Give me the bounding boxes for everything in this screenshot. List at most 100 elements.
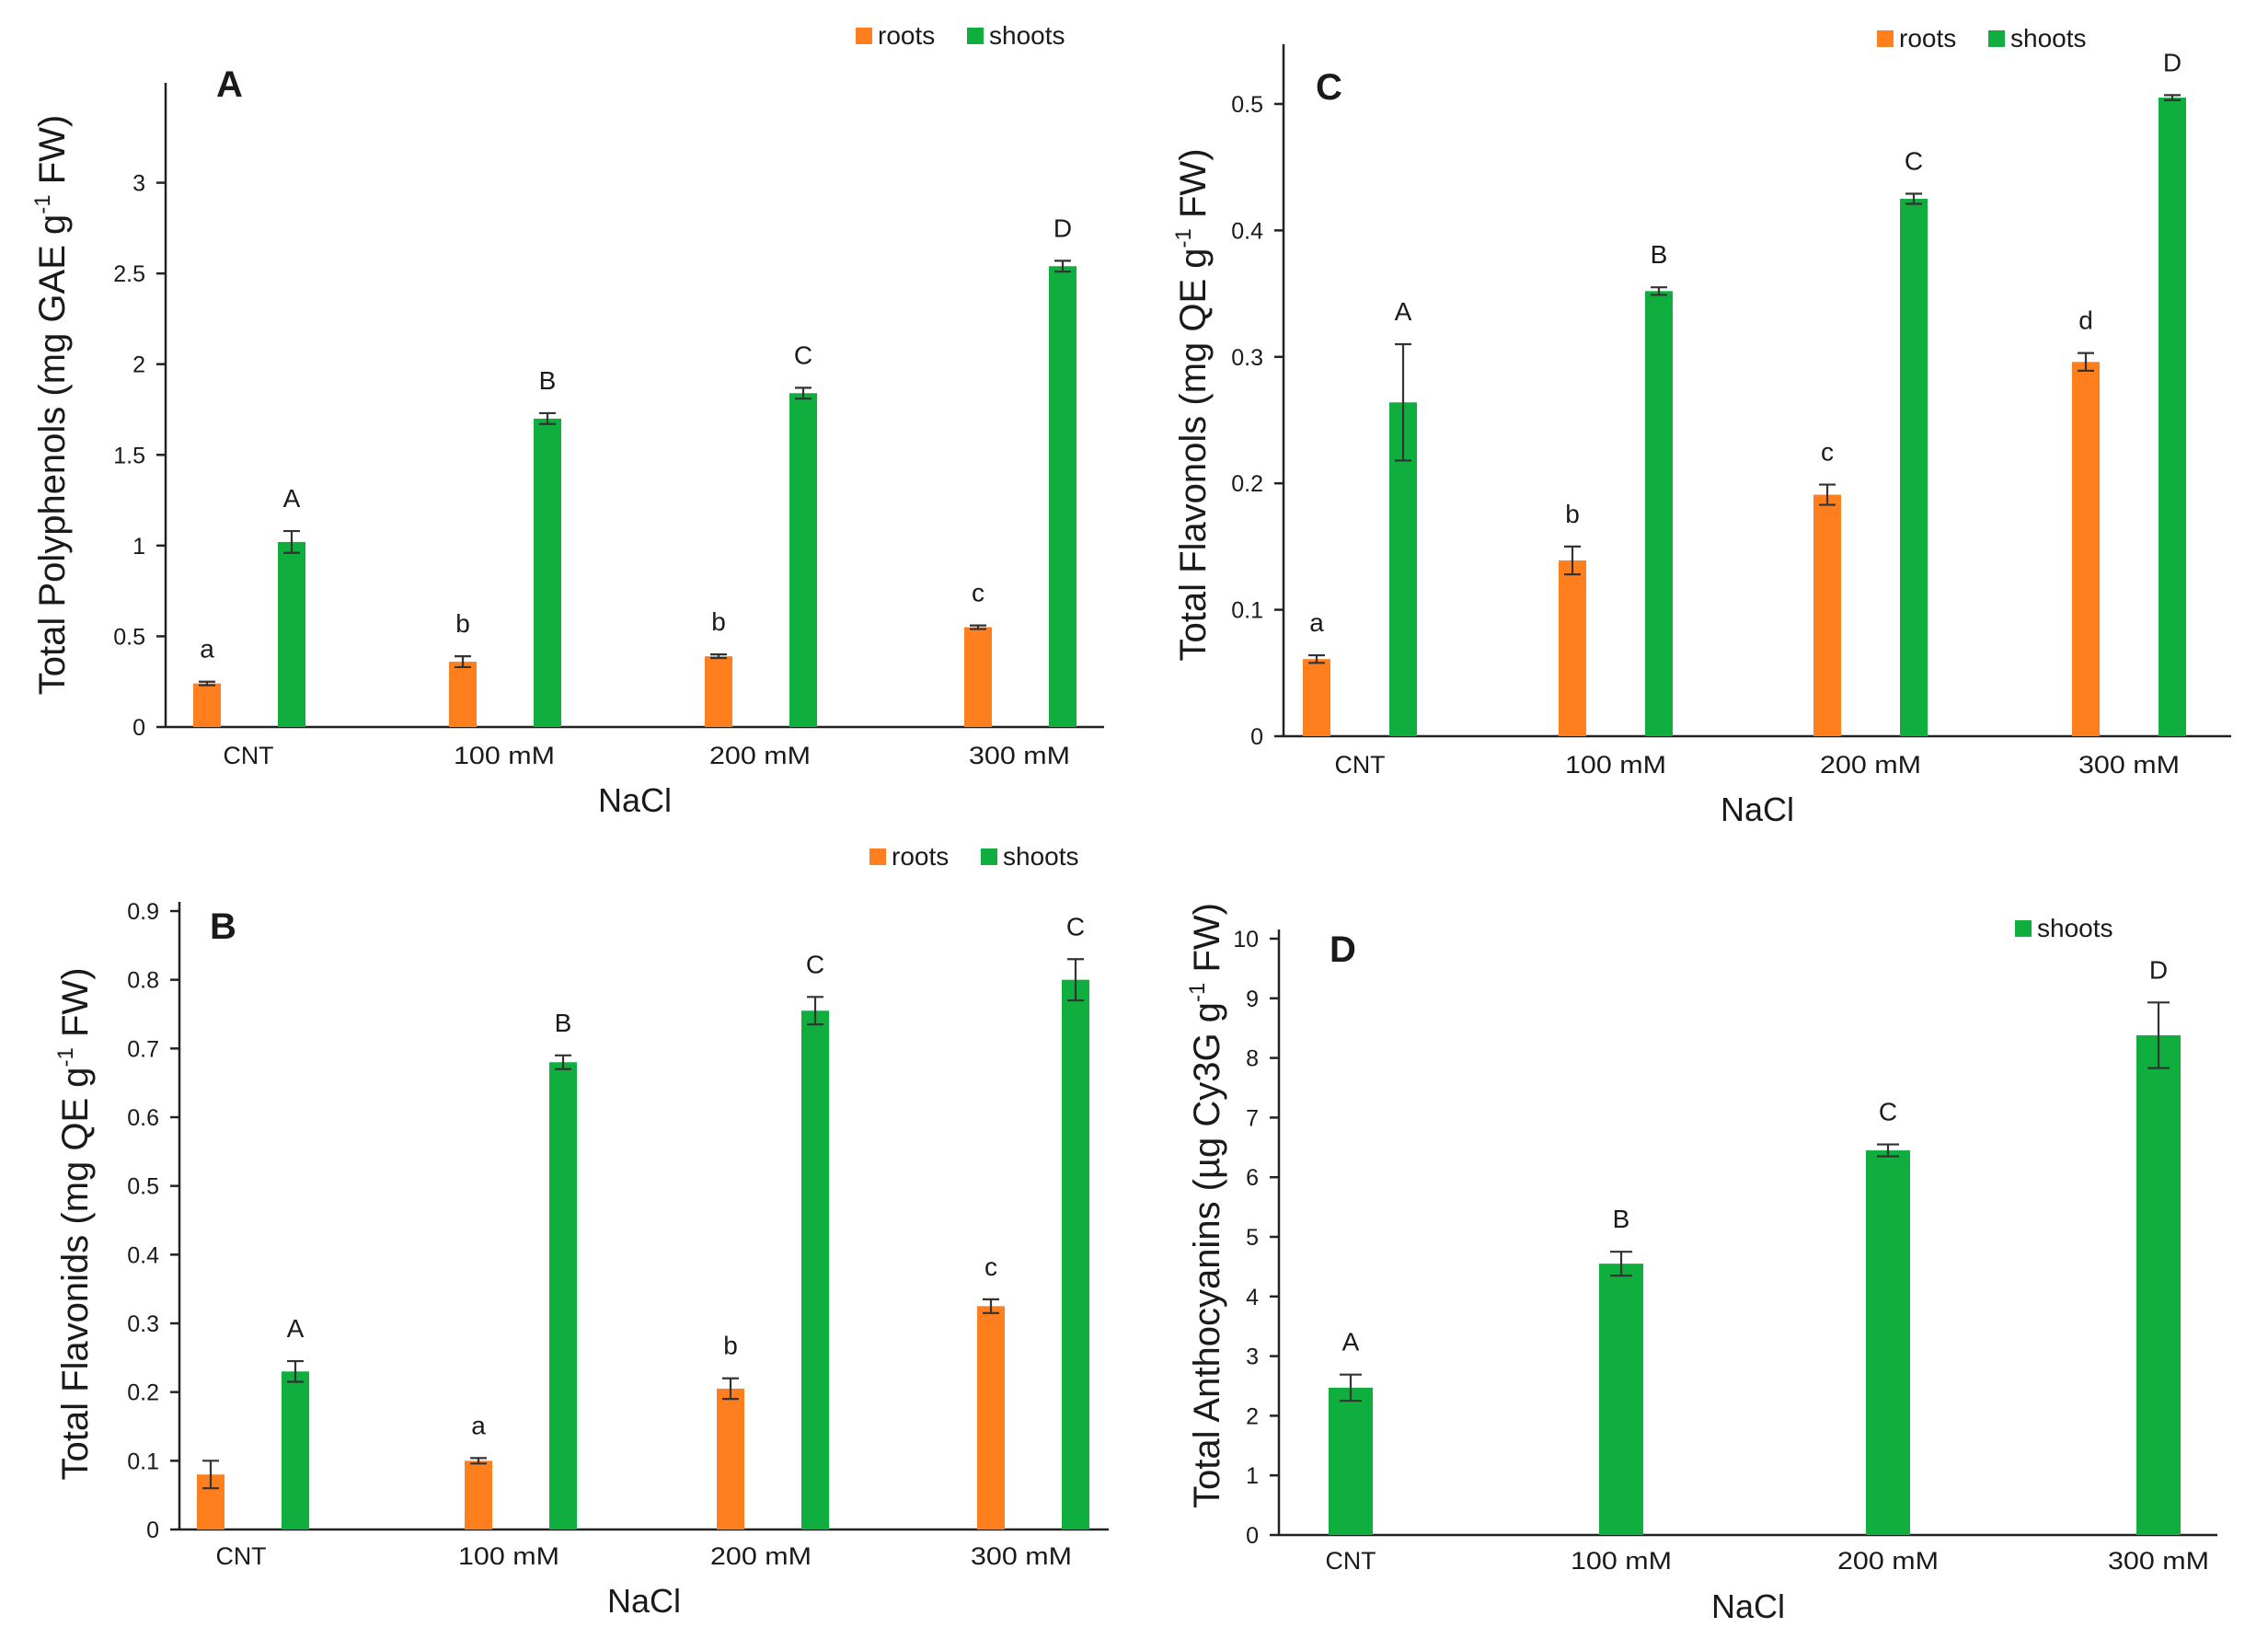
y-axis-label-main: Total Polyphenols (mg GAE g bbox=[32, 214, 73, 695]
x-axis-label: NaCl bbox=[1721, 791, 1794, 828]
y-tick-label: 3 bbox=[1246, 1345, 1259, 1370]
legend-swatch-shoots bbox=[2015, 920, 2032, 937]
roots-bar bbox=[964, 627, 992, 727]
significance-label: a bbox=[471, 1411, 486, 1439]
significance-label: D bbox=[2149, 955, 2168, 984]
y-axis-label: Total Anthocyanins (µg Cy3G g-1 FW) bbox=[1185, 903, 1227, 1508]
legend-label-roots: roots bbox=[1899, 24, 1956, 52]
y-axis-label-end: FW) bbox=[32, 115, 73, 195]
significance-label: d bbox=[2078, 306, 2093, 335]
legend-label-shoots: shoots bbox=[2010, 24, 2087, 52]
y-tick-label: 0.9 bbox=[127, 899, 159, 925]
x-tick-label: 200 mM bbox=[709, 742, 811, 769]
x-tick-label: CNT bbox=[216, 1542, 267, 1570]
significance-label: B bbox=[1651, 240, 1668, 269]
y-axis-label-end: FW) bbox=[55, 967, 96, 1047]
y-tick-label: 4 bbox=[1246, 1285, 1259, 1310]
significance-label: a bbox=[200, 635, 214, 664]
roots-bar bbox=[977, 1306, 1005, 1529]
shoots-bar bbox=[801, 1010, 829, 1529]
y-tick-label: 0.2 bbox=[1231, 471, 1263, 497]
x-tick-label: 200 mM bbox=[1820, 751, 1921, 779]
shoots-bar bbox=[2159, 98, 2186, 736]
y-tick-label: 0.1 bbox=[127, 1449, 159, 1474]
roots-bar bbox=[193, 683, 221, 727]
x-tick-label: 200 mM bbox=[1837, 1547, 1939, 1575]
roots-bar bbox=[1813, 494, 1841, 736]
significance-label: c bbox=[1821, 438, 1834, 467]
roots-bar bbox=[2072, 362, 2100, 736]
significance-label: A bbox=[1395, 297, 1412, 326]
y-axis-label-main: Total Flavonids (mg QE g bbox=[55, 1067, 96, 1480]
chart-panel-b: B 0 0.1 0.2 0.3 0.4 0.5 0.6 0.7 0.8 0.9 CNT 100 mM 20… bbox=[53, 842, 1109, 1620]
y-axis-label: Total Flavonids (mg QE g-1 FW) bbox=[53, 967, 96, 1480]
x-tick-label: 100 mM bbox=[458, 1542, 559, 1570]
y-tick-label: 0.4 bbox=[127, 1242, 159, 1268]
legend-label-shoots: shoots bbox=[989, 21, 1065, 50]
significance-label: A bbox=[283, 484, 301, 513]
y-tick-label: 0.2 bbox=[127, 1380, 159, 1406]
significance-label: C bbox=[806, 950, 824, 978]
significance-label: b bbox=[711, 607, 726, 636]
shoots-bar bbox=[549, 1062, 577, 1529]
y-tick-label: 0 bbox=[132, 715, 145, 741]
y-axis-label-main: Total Flavonols (mg QE g bbox=[1173, 248, 1214, 661]
y-tick-label: 5 bbox=[1246, 1225, 1259, 1251]
significance-label: B bbox=[1613, 1205, 1630, 1233]
y-axis-label-main: Total Anthocyanins (µg Cy3G g bbox=[1187, 1002, 1227, 1508]
x-tick-label: CNT bbox=[224, 742, 274, 769]
shoots-bar bbox=[534, 418, 561, 727]
significance-label: A bbox=[1342, 1328, 1360, 1356]
y-tick-label: 2 bbox=[132, 352, 145, 378]
x-tick-label: 300 mM bbox=[2108, 1547, 2209, 1575]
legend-swatch-shoots bbox=[967, 28, 984, 44]
legend-label-shoots: shoots bbox=[2037, 914, 2113, 942]
shoots-bar bbox=[1866, 1150, 1910, 1535]
significance-label: c bbox=[972, 579, 984, 607]
legend-swatch-shoots bbox=[981, 848, 997, 865]
roots-bar bbox=[1303, 659, 1330, 736]
y-tick-label: 0.3 bbox=[127, 1311, 159, 1337]
y-tick-label: 0.4 bbox=[1231, 218, 1263, 244]
y-tick-label: 1 bbox=[132, 534, 145, 560]
significance-label: a bbox=[1309, 608, 1324, 637]
y-axis-label-superscript: -1 bbox=[1185, 983, 1210, 1002]
y-axis-label: Total Flavonols (mg QE g-1 FW) bbox=[1171, 148, 1214, 661]
legend-label-shoots: shoots bbox=[1003, 842, 1079, 871]
significance-label: b bbox=[1565, 500, 1580, 528]
y-axis-label-end: FW) bbox=[1187, 903, 1227, 983]
x-tick-label: 100 mM bbox=[1571, 1547, 1672, 1575]
panel-letter: B bbox=[210, 906, 236, 947]
panel-letter: C bbox=[1316, 67, 1342, 108]
roots-bar bbox=[717, 1388, 744, 1529]
significance-label: C bbox=[794, 340, 812, 369]
y-tick-label: 0.7 bbox=[127, 1036, 159, 1062]
y-tick-label: 0 bbox=[1246, 1523, 1259, 1549]
legend-label-roots: roots bbox=[892, 842, 949, 871]
y-tick-label: 0 bbox=[1250, 724, 1263, 750]
y-tick-label: 0.6 bbox=[127, 1105, 159, 1131]
y-tick-label: 0.5 bbox=[113, 624, 145, 650]
x-tick-label: 100 mM bbox=[1565, 751, 1666, 779]
roots-bar bbox=[1559, 560, 1586, 736]
y-tick-label: 3 bbox=[132, 171, 145, 197]
panel-letter: A bbox=[216, 64, 243, 105]
y-tick-label: 1 bbox=[1246, 1463, 1259, 1489]
y-tick-label: 1.5 bbox=[113, 443, 145, 468]
significance-label: B bbox=[555, 1009, 572, 1037]
significance-label: C bbox=[1066, 912, 1085, 941]
x-axis-label: NaCl bbox=[598, 781, 672, 819]
x-tick-label: CNT bbox=[1335, 751, 1386, 779]
y-tick-label: 0.8 bbox=[127, 968, 159, 994]
chart-panel-d: D 0 1 2 3 4 5 6 7 8 9 10 CNT 100 mM 200 mM 300 mM NaCl To… bbox=[1185, 903, 2217, 1625]
shoots-bar bbox=[1049, 266, 1076, 727]
y-tick-label: 6 bbox=[1246, 1165, 1259, 1191]
chart-panel-a: A 0 0.5 1 1.5 2 2.5 3 CNT 100 mM 200 mM 300 mM NaCl T… bbox=[30, 21, 1104, 819]
y-tick-label: 0.3 bbox=[1231, 345, 1263, 371]
significance-label: b bbox=[723, 1332, 738, 1360]
legend-swatch-shoots bbox=[1988, 30, 2005, 47]
y-tick-label: 2 bbox=[1246, 1403, 1259, 1429]
shoots-bar bbox=[1900, 199, 1928, 736]
y-tick-label: 0 bbox=[146, 1518, 159, 1543]
